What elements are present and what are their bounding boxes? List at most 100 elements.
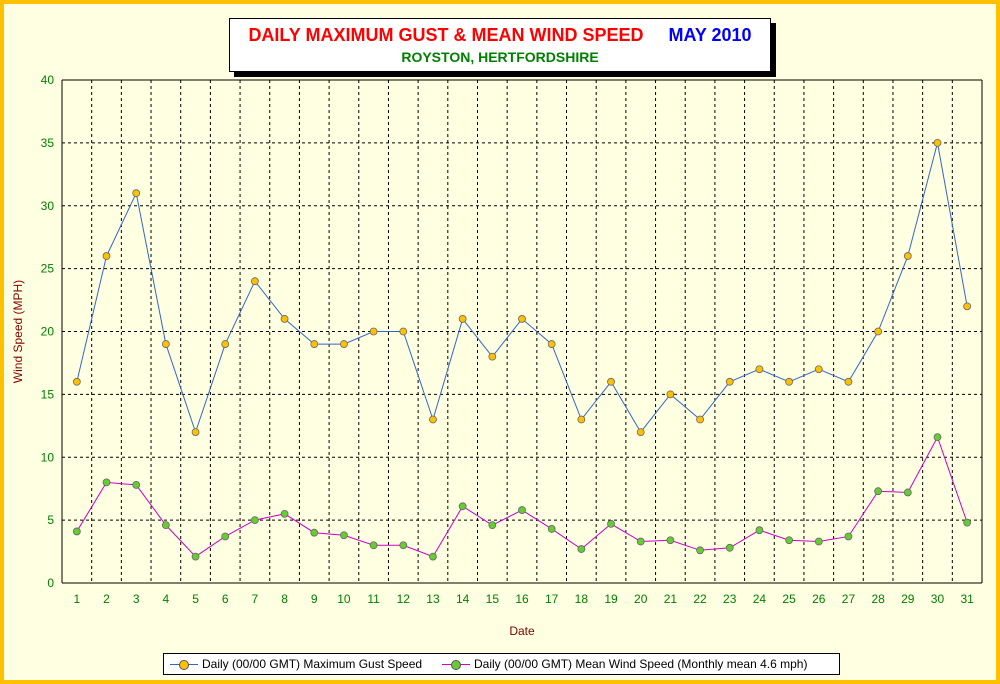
- y-tick-label: 15: [41, 387, 55, 401]
- data-point-series-1: [102, 478, 111, 487]
- data-point-series-1: [963, 518, 972, 527]
- data-point-series-1: [458, 502, 467, 511]
- y-tick-label: 5: [47, 513, 54, 527]
- data-point-series-1: [844, 532, 853, 541]
- data-point-series-1: [636, 537, 645, 546]
- data-point-series-1: [310, 528, 319, 537]
- x-tick-label: 24: [753, 592, 767, 606]
- legend-label-gust: Daily (00/00 GMT) Maximum Gust Speed: [202, 657, 423, 671]
- data-point-series-0: [636, 428, 645, 437]
- legend-swatch-mean: [442, 659, 470, 670]
- x-tick-label: 26: [812, 592, 826, 606]
- data-point-series-0: [725, 377, 734, 386]
- data-point-series-1: [518, 506, 526, 514]
- x-tick-label: 17: [545, 592, 559, 606]
- data-point-series-0: [696, 415, 704, 424]
- data-point-series-0: [102, 252, 111, 260]
- x-tick-label: 22: [693, 592, 707, 606]
- data-point-series-0: [310, 340, 319, 348]
- data-point-series-0: [191, 428, 200, 437]
- y-tick-label: 25: [41, 262, 55, 276]
- data-point-series-0: [251, 277, 259, 286]
- y-tick-label: 0: [47, 576, 54, 590]
- legend-swatch-gust: [170, 659, 198, 670]
- x-tick-label: 7: [252, 592, 259, 606]
- data-point-series-1: [666, 536, 675, 545]
- y-tick-label: 10: [41, 450, 55, 464]
- x-tick-label: 15: [486, 592, 500, 606]
- legend-item-mean: Daily (00/00 GMT) Mean Wind Speed (Month…: [442, 657, 807, 671]
- x-tick-label: 9: [311, 592, 318, 606]
- y-tick-label: 20: [41, 325, 55, 339]
- data-point-series-1: [340, 531, 348, 540]
- x-tick-label: 4: [163, 592, 170, 606]
- x-axis-title: Date: [509, 624, 535, 638]
- x-tick-label: 14: [456, 592, 470, 606]
- x-tick-label: 13: [426, 592, 440, 606]
- data-point-series-0: [666, 390, 675, 399]
- data-point-series-0: [755, 365, 764, 374]
- data-point-series-0: [132, 189, 141, 198]
- x-tick-label: 29: [901, 592, 915, 606]
- data-point-series-1: [874, 487, 883, 496]
- data-point-series-0: [399, 327, 408, 336]
- y-tick-label: 40: [41, 73, 55, 87]
- legend: Daily (00/00 GMT) Maximum Gust Speed Dai…: [163, 653, 840, 675]
- data-point-series-1: [369, 541, 378, 550]
- data-point-series-0: [280, 315, 289, 323]
- data-point-series-1: [161, 521, 170, 530]
- data-point-series-0: [844, 377, 853, 386]
- title-line: DAILY MAXIMUM GUST & MEAN WIND SPEED MAY…: [230, 25, 770, 46]
- data-point-series-0: [963, 302, 972, 311]
- legend-label-mean: Daily (00/00 GMT) Mean Wind Speed (Month…: [474, 657, 808, 671]
- data-point-series-0: [488, 352, 497, 361]
- data-point-series-1: [399, 541, 408, 550]
- x-tick-label: 16: [515, 592, 529, 606]
- data-point-series-1: [933, 433, 942, 442]
- x-tick-label: 2: [103, 592, 110, 606]
- data-point-series-1: [577, 545, 586, 553]
- x-tick-label: 21: [664, 592, 678, 606]
- y-axis-title: Wind Speed (MPH): [11, 280, 25, 383]
- x-tick-label: 18: [575, 592, 589, 606]
- plot-area: [62, 80, 982, 583]
- data-point-series-1: [547, 525, 556, 533]
- data-point-series-1: [814, 537, 823, 546]
- x-tick-label: 23: [723, 592, 737, 606]
- data-point-series-0: [72, 377, 81, 386]
- data-point-series-1: [280, 509, 289, 518]
- data-point-series-1: [72, 527, 81, 536]
- data-point-series-0: [369, 327, 378, 336]
- legend-item-gust: Daily (00/00 GMT) Maximum Gust Speed: [170, 657, 422, 671]
- data-point-series-0: [785, 377, 793, 386]
- x-tick-label: 8: [281, 592, 288, 606]
- data-point-series-0: [814, 365, 823, 374]
- title-box: DAILY MAXIMUM GUST & MEAN WIND SPEED MAY…: [229, 18, 771, 72]
- data-point-series-1: [696, 546, 704, 555]
- data-point-series-1: [251, 516, 259, 525]
- x-tick-label: 10: [337, 592, 351, 606]
- data-point-series-1: [429, 552, 437, 561]
- x-tick-label: 12: [397, 592, 411, 606]
- data-point-series-0: [221, 340, 230, 348]
- x-tick-label: 1: [73, 592, 80, 606]
- data-point-series-1: [755, 526, 764, 535]
- data-point-series-1: [221, 532, 230, 541]
- x-tick-label: 19: [604, 592, 618, 606]
- x-tick-label: 20: [634, 592, 648, 606]
- data-point-series-1: [191, 552, 200, 561]
- data-point-series-0: [903, 252, 912, 260]
- chart-title-month: MAY 2010: [668, 25, 752, 45]
- x-tick-label: 28: [871, 592, 885, 606]
- data-point-series-0: [518, 315, 526, 323]
- chart-subtitle: ROYSTON, HERTFORDSHIRE: [401, 49, 599, 65]
- data-point-series-1: [903, 488, 912, 497]
- data-point-series-1: [607, 519, 615, 528]
- x-tick-label: 25: [782, 592, 796, 606]
- data-point-series-0: [340, 340, 348, 348]
- data-point-series-0: [547, 340, 556, 348]
- data-point-series-0: [429, 415, 437, 424]
- data-point-series-0: [607, 377, 615, 386]
- y-tick-label: 30: [41, 199, 55, 213]
